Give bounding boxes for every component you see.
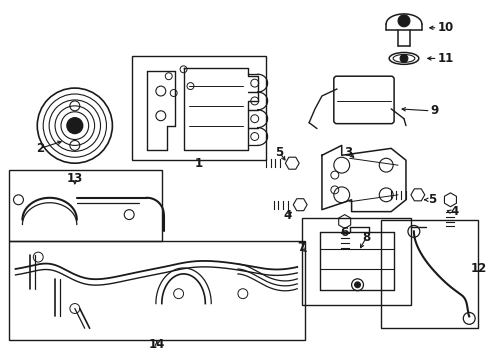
Circle shape: [354, 282, 360, 288]
Bar: [132, 57, 265, 160]
Text: 7: 7: [297, 241, 305, 254]
Bar: [9, 170, 162, 241]
Text: 3: 3: [344, 146, 352, 159]
Text: 4: 4: [283, 209, 291, 222]
Circle shape: [397, 15, 409, 27]
Bar: [302, 217, 410, 305]
Text: 12: 12: [469, 262, 486, 275]
Bar: [381, 220, 477, 328]
Text: 13: 13: [66, 171, 83, 185]
Circle shape: [399, 54, 407, 62]
Text: 11: 11: [437, 52, 453, 65]
Text: 5: 5: [275, 146, 283, 159]
Text: 4: 4: [449, 205, 458, 218]
Text: 6: 6: [340, 226, 348, 239]
Text: 8: 8: [362, 231, 370, 244]
Text: 2: 2: [36, 142, 44, 155]
Text: 5: 5: [427, 193, 435, 206]
Text: 1: 1: [194, 157, 202, 170]
Text: 9: 9: [430, 104, 438, 117]
Text: 14: 14: [148, 338, 165, 351]
Text: 10: 10: [437, 21, 453, 34]
Circle shape: [67, 118, 82, 134]
Bar: [9, 241, 305, 340]
